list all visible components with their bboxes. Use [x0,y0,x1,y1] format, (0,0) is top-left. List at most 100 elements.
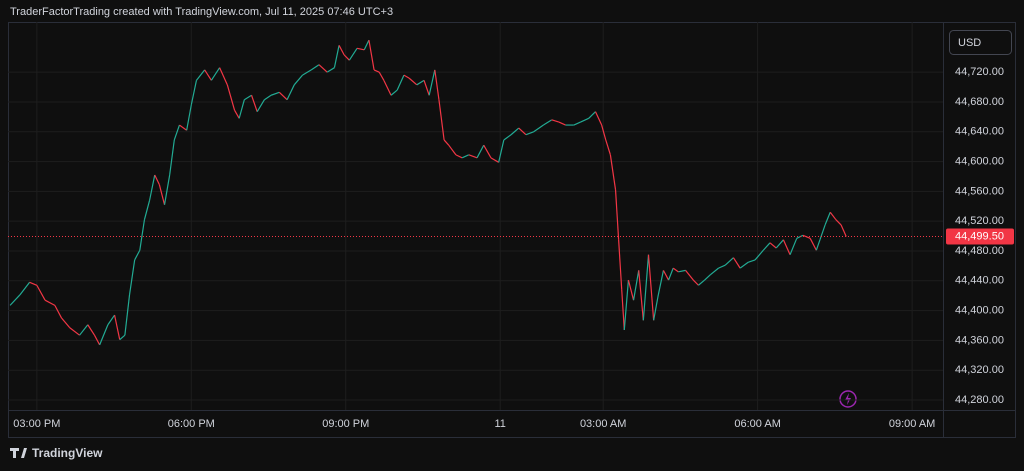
price-segment [632,270,640,301]
price-segment [373,69,380,73]
price-segment [525,131,534,136]
price-segment [163,174,171,205]
price-segment [343,54,350,61]
price-segment [190,80,198,106]
price-segment [647,254,655,321]
x-tick-label: 06:00 AM [734,418,780,430]
price-segment [356,47,365,51]
grid [8,22,943,410]
price-segment [623,279,630,331]
price-segment [685,269,694,281]
price-segment [672,267,679,273]
price-segment [627,279,635,301]
price-segment [186,104,192,131]
price-segment [510,127,520,136]
price-segment [461,154,470,159]
price-segment [796,234,804,239]
price-segment [829,211,837,221]
price-segment [638,270,644,321]
plot [8,22,943,410]
price-segment [840,224,847,237]
price-segment [789,238,798,255]
price-segment [113,314,121,340]
x-tick-label: 09:00 AM [889,418,935,430]
y-tick-label: 44,440.00 [955,275,1004,287]
price-segment [769,242,777,249]
price-segment [809,238,817,251]
price-segment [368,40,375,71]
y-tick-label: 44,640.00 [955,126,1004,138]
price-segment [678,269,686,273]
price-segment [618,239,623,290]
price-segment [662,270,670,281]
price-segment [782,239,791,255]
price-segment [29,281,38,286]
price-segment [179,124,188,131]
y-tick-label: 44,680.00 [955,96,1004,108]
price-segment [815,239,821,251]
price-segment [54,305,63,319]
price-segment [238,99,245,119]
price-segment [333,45,340,68]
price-segment [69,327,80,336]
price-segment [739,261,749,269]
y-tick-label: 44,720.00 [955,66,1004,78]
price-segment [408,77,418,86]
price-segment [558,121,566,126]
last-price-box [946,228,1014,245]
price-segment [653,294,659,321]
price-segment [835,219,842,226]
price-segment [718,264,726,269]
icon-circle [839,390,857,408]
y-tick-label: 44,360.00 [955,334,1004,346]
price-segment [286,84,295,100]
price-segment [310,64,320,71]
price-segment [732,257,741,269]
lightning-icon[interactable] [839,390,857,408]
price-segment [293,74,303,86]
brand-name: TradingView [32,446,103,460]
price-segment [363,39,370,51]
logo-mark [10,448,27,458]
price-segment [390,89,398,96]
price-segment [139,219,146,251]
x-tick-label: 06:00 PM [168,418,215,430]
x-tick-label: 11 [495,418,506,430]
price-segment [226,84,236,111]
price-segment [93,334,101,346]
price-segment [99,324,109,346]
price-segment [158,184,166,205]
price-segment [9,294,21,306]
price-segment [79,324,89,336]
price-segment [107,314,116,326]
price-segment [87,324,96,336]
price-segment [124,294,131,336]
price-segment [601,124,607,141]
price-segment [762,242,771,251]
price-segment [503,134,512,141]
y-tick-label: 44,520.00 [955,215,1004,227]
price-segment [169,139,175,176]
price-segment [443,139,450,146]
price-segment [134,249,141,261]
price-segment [668,267,674,281]
price-segment [396,74,405,91]
price-segment [318,64,328,73]
price-segment [119,334,126,341]
price-segment [819,224,826,241]
y-tick-label: 44,320.00 [955,364,1004,376]
y-tick-label: 44,560.00 [955,185,1004,197]
brand-logo[interactable]: TradingView [10,446,103,460]
price-segment [642,254,650,321]
x-tick-label: 09:00 PM [322,418,369,430]
price-segment [195,69,206,81]
price-segment [250,95,258,112]
price-segment [302,69,312,76]
price-segment [580,117,590,123]
currency-button[interactable] [949,30,1012,55]
price-segment [588,111,596,119]
price-segment [709,267,719,276]
price-segment [483,144,492,159]
